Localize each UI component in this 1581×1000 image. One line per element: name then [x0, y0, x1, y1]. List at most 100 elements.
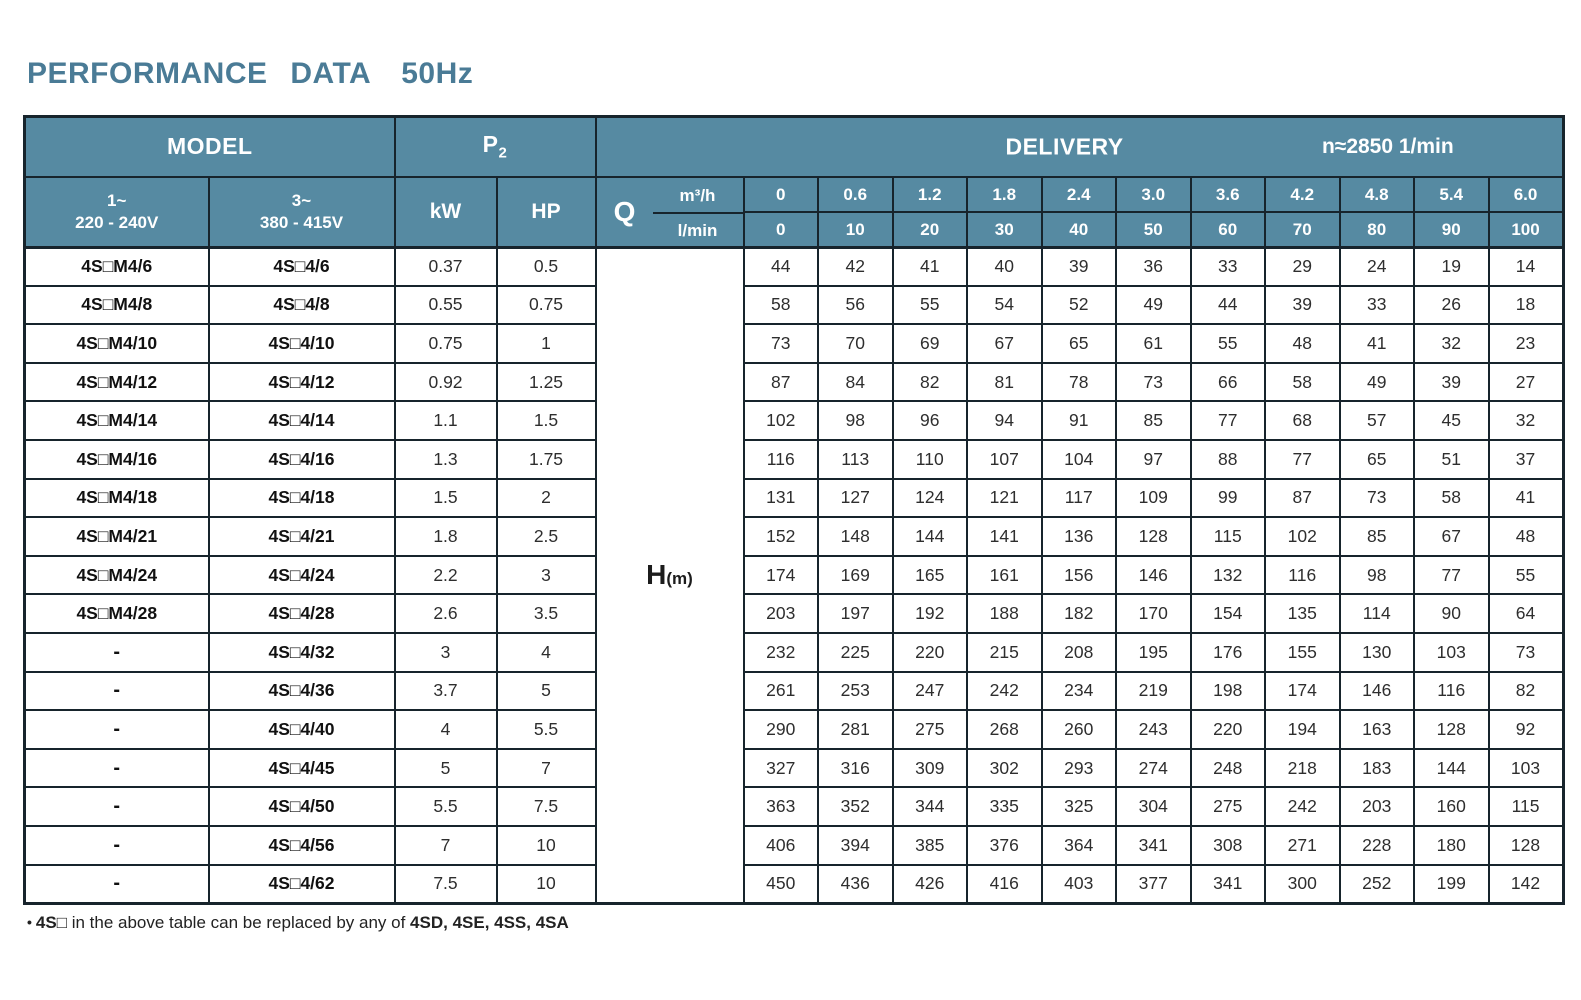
head-value-cell: 302: [966, 747, 1043, 789]
model-1phase-cell: 4S□M4/28: [23, 593, 210, 634]
head-value-cell: 344: [891, 786, 968, 827]
table-row: 4S□M4/12 4S□4/12 0.92 1.25 87 84 82 81 78 73 66 58 4…: [23, 361, 1565, 403]
kw-cell: 7: [393, 824, 498, 866]
model-3phase-cell: 4S□4/32: [207, 631, 396, 673]
head-value-cell: 182: [1040, 593, 1117, 634]
flow-column-header: 3.6 60: [1189, 175, 1266, 249]
model-3phase-cell: 4S□4/12: [207, 361, 396, 403]
model-3phase-cell: 4S□4/28: [207, 593, 396, 634]
head-value-cell: 73: [1338, 477, 1415, 519]
head-value-cell: 65: [1338, 438, 1415, 480]
flow-q-header: Q m³/h l/min: [594, 175, 745, 249]
head-meters-cell: H(m): [594, 245, 745, 905]
head-value-cell: 113: [817, 438, 894, 480]
model-1phase-cell: -: [23, 863, 210, 905]
head-value-cell: 104: [1040, 438, 1117, 480]
head-value-cell: 102: [1264, 516, 1341, 557]
head-value-cell: 61: [1115, 323, 1192, 364]
model-3phase-cell: 4S□4/36: [207, 670, 396, 712]
kw-cell: 1.8: [393, 516, 498, 557]
flow-lmin-value: 80: [1367, 219, 1387, 239]
model-1phase-cell: -: [23, 786, 210, 827]
head-value-cell: 341: [1189, 863, 1266, 905]
head-value-cell: 163: [1338, 709, 1415, 750]
head-value-cell: 77: [1189, 400, 1266, 441]
head-value-cell: 188: [966, 593, 1043, 634]
table-row: 4S□M4/16 4S□4/16 1.3 1.75 116 113 110 107 104 97 8…: [23, 438, 1565, 480]
model-3phase-cell: 4S□4/14: [207, 400, 396, 441]
speed-label: n≈2850 1/min: [1321, 134, 1454, 158]
model-1phase-cell: 4S□M4/12: [23, 361, 210, 403]
hp-cell: 7: [495, 747, 597, 789]
model-1phase-cell: 4S□M4/18: [23, 477, 210, 519]
model-3phase-cell: 4S□4/6: [207, 246, 396, 287]
head-value-cell: 109: [1115, 477, 1192, 519]
model-3phase-cell: 4S□4/40: [207, 709, 396, 750]
head-value-cell: 73: [742, 323, 819, 364]
hp-cell: 5.5: [495, 709, 597, 750]
head-value-cell: 325: [1040, 786, 1117, 827]
head-value-cell: 377: [1115, 863, 1192, 905]
head-value-cell: 197: [817, 593, 894, 634]
head-value-cell: 127: [817, 477, 894, 519]
model-3phase-cell: 4S□4/50: [207, 786, 396, 827]
hp-cell: 3.5: [495, 593, 597, 634]
head-value-cell: 40: [966, 246, 1043, 287]
flow-m3h-value: 2.4: [1043, 178, 1115, 213]
flow-lmin-value: 10: [845, 219, 865, 239]
head-value-cell: 67: [966, 323, 1043, 364]
flow-lmin-value: 90: [1441, 219, 1461, 239]
flow-lmin-value: 0: [776, 219, 786, 239]
table-row: 4S□M4/24 4S□4/24 2.2 3 174 169 165 161 156 146 132…: [23, 554, 1565, 596]
three-phase-line1: 3~: [291, 190, 312, 210]
head-value-cell: 49: [1338, 361, 1415, 403]
head-value-cell: 98: [817, 400, 894, 441]
header-row-columns: 1~ 220 - 240V 3~ 380 - 415V kW HP Q m³/h…: [23, 175, 1565, 249]
head-value-cell: 160: [1413, 786, 1490, 827]
head-value-cell: 218: [1264, 747, 1341, 789]
table-row: 4S□M4/28 4S□4/28 2.6 3.5 203 197 192 188 182 170 1…: [23, 593, 1565, 634]
hp-cell: 2: [495, 477, 597, 519]
head-value-cell: 33: [1189, 246, 1266, 287]
head-value-cell: 41: [1338, 323, 1415, 364]
head-value-cell: 192: [891, 593, 968, 634]
single-phase-line2: 220 - 240V: [75, 212, 159, 232]
flow-column-header: 6.0 100: [1487, 175, 1565, 249]
hp-cell: 0.5: [495, 246, 597, 287]
flow-m3h-value: 1.2: [894, 178, 966, 213]
head-value-cell: 58: [1264, 361, 1341, 403]
head-value-cell: 107: [966, 438, 1043, 480]
hp-cell: 1.75: [495, 438, 597, 480]
head-value-cell: 68: [1264, 400, 1341, 441]
head-value-cell: 208: [1040, 631, 1117, 673]
head-value-cell: 85: [1338, 516, 1415, 557]
footnote: • 4S□ in the above table can be replaced …: [27, 913, 569, 933]
head-value-cell: 87: [742, 361, 819, 403]
head-value-cell: 142: [1487, 863, 1565, 905]
head-value-cell: 124: [891, 477, 968, 519]
head-value-cell: 110: [891, 438, 968, 480]
head-value-cell: 41: [891, 246, 968, 287]
head-value-cell: 144: [891, 516, 968, 557]
single-phase-header: 1~ 220 - 240V: [23, 175, 210, 249]
head-value-cell: 23: [1487, 323, 1565, 364]
flow-lmin-value: 60: [1218, 219, 1238, 239]
kw-cell: 3: [393, 631, 498, 673]
head-value-cell: 114: [1338, 593, 1415, 634]
head-value-cell: 199: [1413, 863, 1490, 905]
model-1phase-cell: 4S□M4/8: [23, 284, 210, 326]
head-value-cell: 102: [742, 400, 819, 441]
head-value-cell: 146: [1338, 670, 1415, 712]
head-value-cell: 45: [1413, 400, 1490, 441]
model-3phase-cell: 4S□4/45: [207, 747, 396, 789]
head-value-cell: 155: [1264, 631, 1341, 673]
hp-header: HP: [495, 175, 597, 249]
head-value-cell: 24: [1338, 246, 1415, 287]
model-group-header: MODEL: [23, 115, 396, 178]
model-3phase-cell: 4S□4/10: [207, 323, 396, 364]
head-value-cell: 176: [1189, 631, 1266, 673]
head-value-cell: 58: [1413, 477, 1490, 519]
delivery-label: DELIVERY: [1005, 133, 1124, 160]
table-row: -4S□4/36 3.7 5 261 253 247 242 234 219 198 174 146 1…: [23, 670, 1565, 712]
head-value-cell: 115: [1189, 516, 1266, 557]
